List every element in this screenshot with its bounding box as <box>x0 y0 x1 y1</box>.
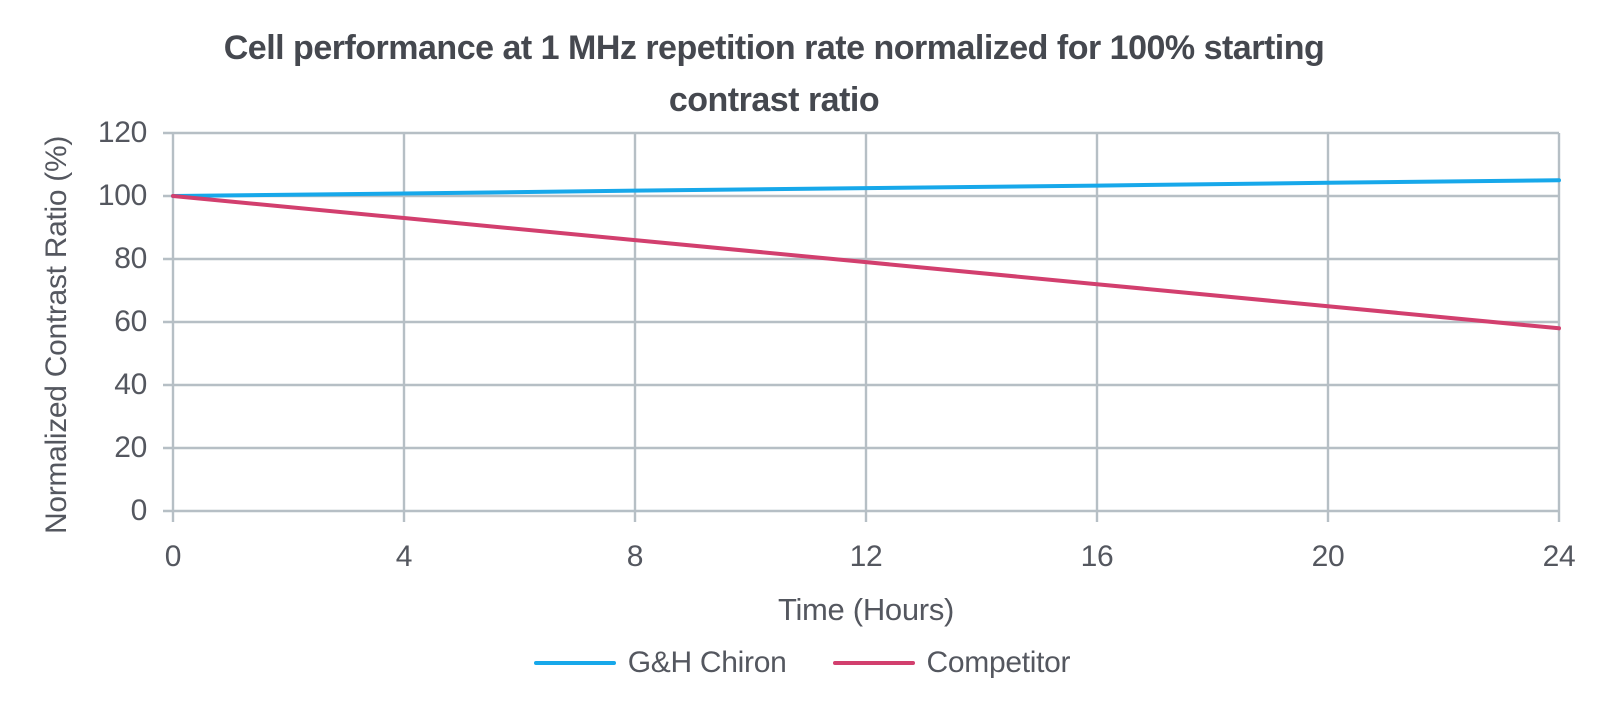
y-tick-label-60: 60 <box>114 305 147 338</box>
plot-area <box>163 131 1561 522</box>
x-tick-label-24: 24 <box>1542 540 1576 573</box>
y-tick-label-100: 100 <box>97 179 147 212</box>
legend-swatch-icon <box>832 661 915 665</box>
y-tick-label-40: 40 <box>114 368 147 401</box>
y-tick-label-80: 80 <box>114 242 147 275</box>
x-tick-label-0: 0 <box>164 540 182 573</box>
x-tick-label-20: 20 <box>1311 540 1345 573</box>
legend-item-0: G&H Chiron <box>533 646 787 680</box>
series-line-0 <box>171 178 1561 198</box>
chart-title-line-1: Cell performance at 1 MHz repetition rat… <box>223 29 1325 67</box>
y-tick-label-0: 0 <box>130 494 148 527</box>
x-tick-label-8: 8 <box>626 540 644 573</box>
legend-label: G&H Chiron <box>627 646 787 679</box>
x-axis-title: Time (Hours) <box>777 592 955 627</box>
x-tick-label-4: 4 <box>395 540 413 573</box>
legend-swatch-icon <box>533 661 616 665</box>
legend: G&H Chiron Competitor <box>0 646 1604 680</box>
x-tick-label-12: 12 <box>849 540 883 573</box>
plot-svg <box>163 131 1561 522</box>
y-tick-label-120: 120 <box>97 116 147 149</box>
legend-item-1: Competitor <box>832 646 1071 680</box>
series-line-1 <box>171 194 1561 331</box>
legend-label: Competitor <box>926 646 1071 679</box>
chart-title: Cell performance at 1 MHz repetition rat… <box>0 22 1548 126</box>
y-tick-label-20: 20 <box>114 431 147 464</box>
x-tick-label-16: 16 <box>1080 540 1114 573</box>
chart-title-line-2: contrast ratio <box>668 81 880 119</box>
